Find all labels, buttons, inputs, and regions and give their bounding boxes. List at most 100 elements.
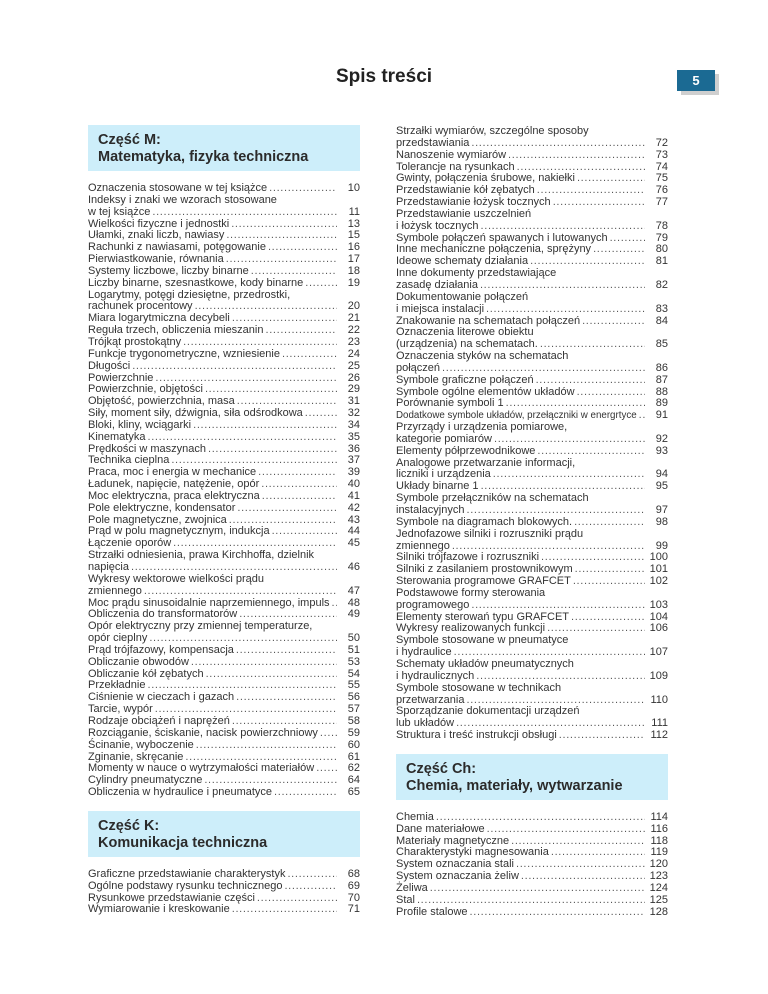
toc-entry[interactable]: Pole elektryczne, kondensator 42 (88, 502, 360, 515)
toc-entry[interactable]: Przyrządy i urządzenia pomiarowe, kategor… (396, 421, 668, 446)
toc-entry[interactable]: Obliczanie kół zębatych 54 (88, 668, 360, 681)
toc-entry[interactable]: Prąd trójfazowy, kompensacja 51 (88, 644, 360, 657)
toc-entry[interactable]: Systemy liczbowe, liczby binarne 18 (88, 265, 360, 278)
toc-entry[interactable]: Tolerancje na rysunkach 74 (396, 161, 668, 174)
toc-entry[interactable]: Chemia 114 (396, 811, 668, 824)
toc-entry[interactable]: Elementy sterowań typu GRAFCET 104 (396, 611, 668, 624)
toc-entry[interactable]: Przedstawianie kół zębatych 76 (396, 184, 668, 197)
toc-entry[interactable]: Silniki trójfazowe i rozruszniki 100 (396, 552, 668, 564)
toc-entry[interactable]: Silniki z zasilaniem prostownikowym 101 (396, 563, 668, 576)
toc-entry[interactable]: Oznaczenia literowe obiektu (urządzenia) … (396, 326, 668, 351)
toc-entry[interactable]: Obliczenia do transformatorów 49 (88, 609, 360, 621)
toc-entry[interactable]: Rysunkowe przedstawianie części 70 (88, 892, 360, 905)
toc-entry[interactable]: Cylindry pneumatyczne 64 (88, 774, 360, 787)
toc-entry[interactable]: Pole magnetyczne, zwojnica 43 (88, 514, 360, 527)
toc-entry[interactable]: Graficzne przedstawianie charakterystyk 6… (88, 868, 360, 881)
toc-entry[interactable]: Przedstawianie łożysk tocznych 77 (396, 196, 668, 209)
toc-entry[interactable]: Charakterystyki magnesowania 119 (396, 847, 668, 859)
toc-entry[interactable]: Symbole stosowane w technikach przetwarza… (396, 682, 668, 707)
toc-entry[interactable]: Dane materiałowe 116 (396, 823, 668, 836)
toc-entry[interactable]: Opór elektryczny przy zmiennej temperatu… (88, 620, 360, 645)
toc-entry[interactable]: Ładunek, napięcie, natężenie, opór 40 (88, 478, 360, 491)
toc-entry-title: Logarytmy, potęgi dziesiętne, przedrostk… (88, 288, 291, 301)
toc-entry[interactable]: Praca, moc i energia w mechanice 39 (88, 466, 360, 479)
toc-entry[interactable]: Symbole przełączników na schematach insta… (396, 492, 668, 517)
toc-entry[interactable]: Rachunki z nawiasami, potęgowanie 16 (88, 241, 360, 254)
toc-entry[interactable]: Jednofazowe silniki i rozruszniki prądu z… (396, 528, 668, 553)
toc-entry[interactable]: Indeksy i znaki we wzorach stosowane w te… (88, 194, 360, 219)
toc-entry[interactable]: Wykresy wektorowe wielkości prądu zmienne… (88, 573, 360, 598)
toc-entry[interactable]: Dokumentowanie połączeń i miejsca instala… (396, 291, 668, 316)
toc-entry[interactable]: Kinematyka 35 (88, 431, 360, 444)
toc-entry[interactable]: Profile stalowe 128 (396, 906, 668, 919)
toc-entry[interactable]: Moc prądu sinusoidalnie naprzemiennego, … (88, 597, 360, 610)
toc-entry[interactable]: Ścinanie, wyboczenie 60 (88, 739, 360, 752)
toc-entry[interactable]: Nanoszenie wymiarów 73 (396, 149, 668, 162)
toc-entry[interactable]: System oznaczania żeliw 123 (396, 870, 668, 883)
toc-entry[interactable]: Symbole graficzne połączeń 87 (396, 374, 668, 387)
toc-entry[interactable]: Materiały magnetyczne 118 (396, 835, 668, 848)
toc-entry[interactable]: Przedstawianie uszczelnień i łożysk toczn… (396, 208, 668, 233)
toc-entry[interactable]: Prędkości w maszynach 36 (88, 443, 360, 456)
toc-entry[interactable]: Rodzaje obciążeń i naprężeń 58 (88, 715, 360, 728)
toc-entry[interactable]: Sporządzanie dokumentacji urządzeń lub uk… (396, 705, 668, 730)
toc-entry[interactable]: Reguła trzech, obliczenia mieszanin 22 (88, 324, 360, 337)
toc-entry[interactable]: Gwinty, połączenia śrubowe, nakiełki 75 (396, 173, 668, 185)
toc-entry[interactable]: Ogólne podstawy rysunku technicznego 69 (88, 880, 360, 893)
toc-entry[interactable]: Technika cieplna 37 (88, 455, 360, 467)
toc-entry[interactable]: Wymiarowanie i kreskowanie 71 (88, 904, 360, 916)
dot-leader (471, 600, 645, 612)
toc-entry[interactable]: Logarytmy, potęgi dziesiętne, przedrostk… (88, 288, 360, 314)
toc-entry[interactable]: Sterowania programowe GRAFCET 102 (396, 575, 668, 588)
toc-entry[interactable]: Moc elektryczna, praca elektryczna 41 (88, 490, 360, 503)
toc-entry[interactable]: Żeliwa 124 (396, 882, 668, 895)
toc-entry[interactable]: Struktura i treść instrukcji obsługi 112 (396, 729, 668, 742)
toc-entry[interactable]: Rozciąganie, ściskanie, nacisk powierzch… (88, 727, 360, 740)
toc-entry[interactable]: Dodatkowe symbole układów, przełączniki … (396, 409, 668, 422)
toc-entry[interactable]: Bloki, kliny, wciągarki 34 (88, 419, 360, 432)
toc-entry[interactable]: Prąd w polu magnetycznym, indukcja 44 (88, 526, 360, 538)
toc-entry[interactable]: Przekładnie 55 (88, 680, 360, 692)
toc-entry[interactable]: Symbole ogólne elementów układów 88 (396, 386, 668, 399)
toc-entry[interactable]: Elementy półprzewodnikowe 93 (396, 445, 668, 458)
toc-entry[interactable]: Łączenie oporów 45 (88, 537, 360, 550)
toc-entry[interactable]: Wykresy realizowanych funkcji 106 (396, 623, 668, 635)
toc-entry[interactable]: Powierzchnie 26 (88, 372, 360, 385)
toc-entry[interactable]: Ideowe schematy działania 81 (396, 255, 668, 268)
toc-entry[interactable]: Funkcje trygonometryczne, wzniesienie 24 (88, 348, 360, 361)
toc-entry[interactable]: Oznaczenia stosowane w tej książce 10 (88, 182, 360, 195)
toc-entry[interactable]: Miara logarytmiczna decybeli 21 (88, 312, 360, 325)
toc-entry[interactable]: Układy binarne 1 95 (396, 480, 668, 493)
toc-entry[interactable]: Liczby binarne, szesnastkowe, kody binar… (88, 277, 360, 290)
toc-entry[interactable]: Strzałki odniesienia, prawa Kirchhoffa, … (88, 549, 360, 574)
toc-entry[interactable]: Siły, moment siły, dźwignia, siła odśrod… (88, 407, 360, 420)
toc-entry[interactable]: Obliczenia w hydraulice i pneumatyce 65 (88, 786, 360, 799)
toc-entry[interactable]: Analogowe przetwarzanie informacji, liczn… (396, 457, 668, 482)
toc-entry[interactable]: Symbole połączeń spawanych i lutowanych 7… (396, 232, 668, 245)
toc-entry[interactable]: Inne mechaniczne połączenia, sprężyny 80 (396, 244, 668, 256)
toc-entry[interactable]: Objętość, powierzchnia, masa 31 (88, 395, 360, 408)
toc-entry[interactable]: Inne dokumenty przedstawiające zasadę dzi… (396, 267, 668, 292)
toc-entry[interactable]: Schematy układów pneumatycznych i hydraul… (396, 658, 668, 683)
toc-entry[interactable]: Symbole stosowane w pneumatyce i hydrauli… (396, 634, 668, 659)
toc-entry[interactable]: Trójkąt prostokątny 23 (88, 336, 360, 349)
toc-entry[interactable]: Obliczanie obwodów 53 (88, 656, 360, 669)
toc-entry[interactable]: System oznaczania stali 120 (396, 858, 668, 871)
toc-entry[interactable]: Ułamki, znaki liczb, nawiasy 15 (88, 230, 360, 242)
toc-entry[interactable]: Powierzchnie, objętości 29 (88, 383, 360, 396)
toc-entry[interactable]: Wielkości fizyczne i jednostki 13 (88, 218, 360, 231)
toc-entry[interactable]: Momenty w nauce o wytrzymałości materiał… (88, 762, 360, 775)
toc-entry[interactable]: Długości 25 (88, 360, 360, 373)
toc-entry[interactable]: Strzałki wymiarów, szczególne sposoby prz… (396, 125, 668, 150)
toc-entry[interactable]: Pierwiastkowanie, równania 17 (88, 253, 360, 266)
toc-entry[interactable]: Symbole na diagramach blokowych. 98 (396, 516, 668, 529)
toc-entry[interactable]: Ciśnienie w cieczach i gazach 56 (88, 691, 360, 704)
toc-entry-last-line: Obliczenia w hydraulice i pneumatyce 65 (88, 786, 360, 799)
toc-entry[interactable]: Porównanie symboli 1 89 (396, 398, 668, 410)
toc-entry[interactable]: Zginanie, skręcanie 61 (88, 751, 360, 764)
toc-entry[interactable]: Znakowanie na schematach połączeń 84 (396, 315, 668, 328)
toc-entry[interactable]: Tarcie, wypór 57 (88, 703, 360, 716)
toc-entry[interactable]: Stal 125 (396, 894, 668, 907)
